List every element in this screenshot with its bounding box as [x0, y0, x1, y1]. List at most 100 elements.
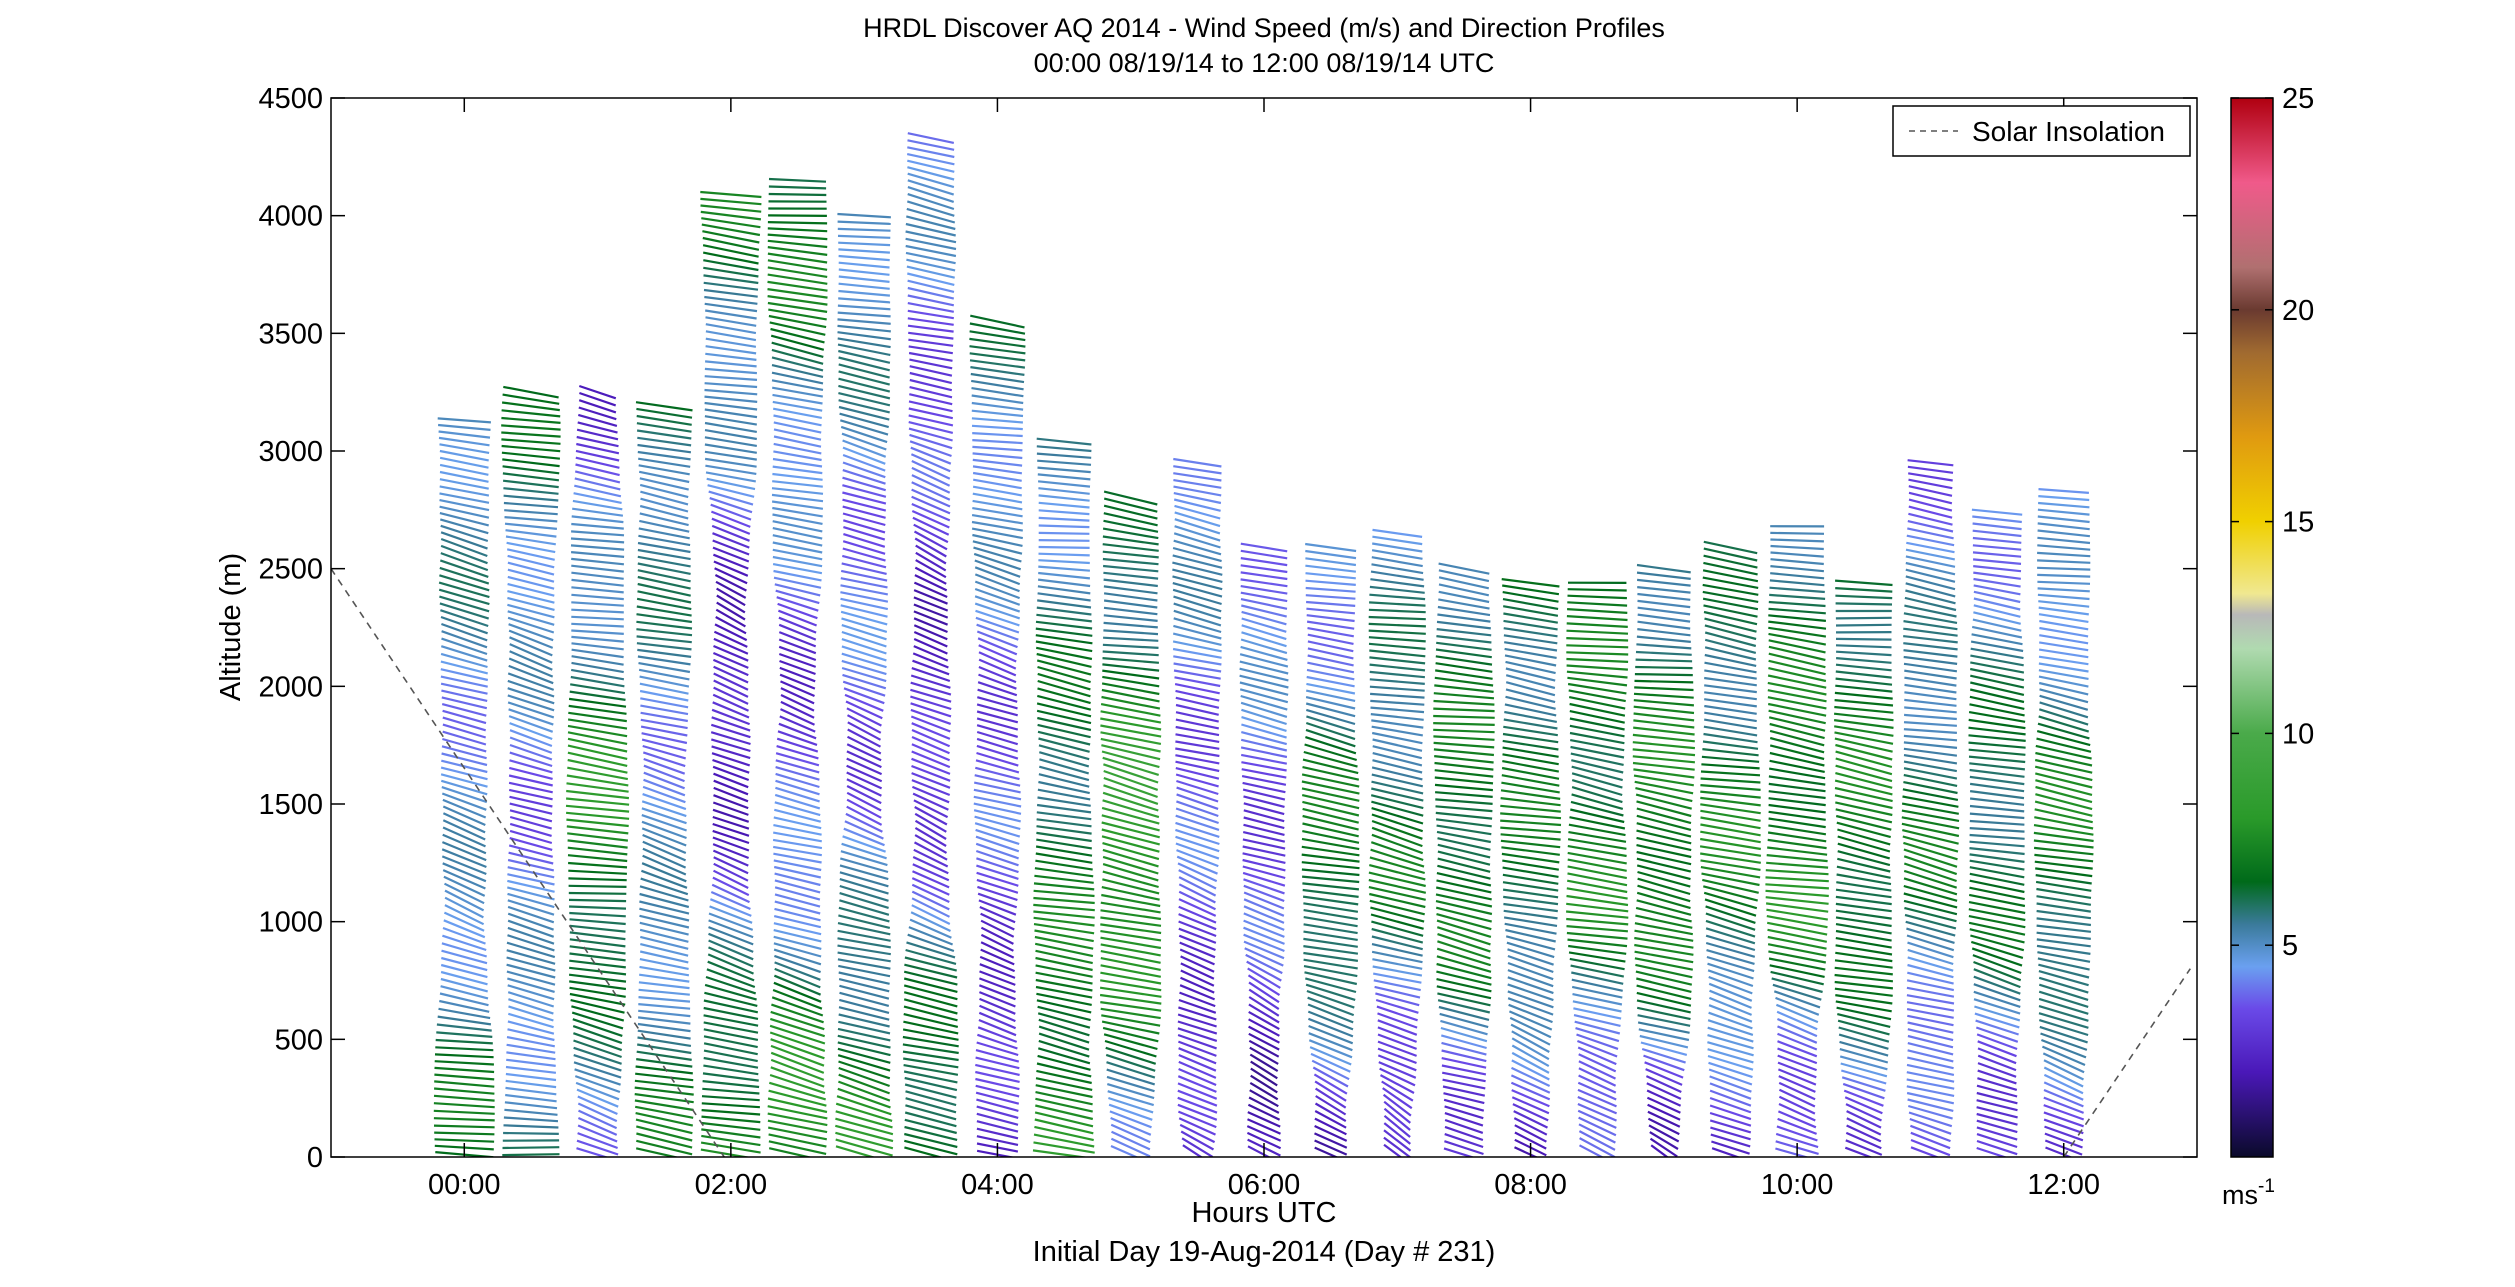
wind-barb: [1769, 791, 1826, 798]
wind-barb: [1709, 1013, 1753, 1029]
wind-barb: [1435, 778, 1493, 784]
wind-barb: [979, 660, 1016, 676]
wind-barb: [2035, 802, 2092, 816]
wind-barb: [979, 900, 1016, 914]
wind-barb: [1303, 809, 1359, 823]
wind-barb: [1634, 700, 1694, 705]
wind-barb: [840, 893, 889, 908]
wind-barb: [1248, 1105, 1279, 1120]
wind-barb: [913, 864, 949, 880]
wind-barb: [1708, 1028, 1754, 1042]
wind-barb: [713, 760, 750, 773]
wind-barb: [1303, 767, 1359, 780]
wind-barb: [842, 646, 887, 660]
wind-barb: [908, 333, 953, 339]
wind-barb: [1705, 640, 1756, 653]
wind-barb: [1436, 636, 1491, 642]
colorbar-gradient: [2231, 98, 2273, 1157]
wind-barb: [1242, 619, 1287, 632]
wind-barb: [973, 453, 1023, 458]
wind-barb: [1445, 1134, 1483, 1147]
wind-barb: [571, 631, 624, 634]
y-tick-label: 3000: [258, 436, 323, 468]
wind-barb: [1249, 1027, 1280, 1043]
wind-barb: [912, 744, 950, 760]
wind-barb: [1176, 809, 1219, 824]
wind-barb: [569, 981, 626, 989]
wind-profile-2: [566, 386, 629, 1161]
wind-barb: [1241, 710, 1286, 724]
wind-barb: [569, 886, 627, 887]
wind-barb: [842, 654, 887, 668]
wind-barb: [837, 214, 891, 217]
x-tick-label: 02:00: [695, 1169, 768, 1201]
wind-barb: [1567, 631, 1629, 634]
wind-barb: [1705, 899, 1756, 915]
wind-barb: [2038, 523, 2090, 529]
wind-barb: [637, 431, 691, 439]
wind-barb: [1037, 654, 1092, 667]
wind-barb: [1438, 1000, 1490, 1012]
wind-barb: [1173, 480, 1221, 488]
wind-barb: [705, 304, 757, 311]
wind-barb: [912, 737, 950, 753]
wind-barb: [2039, 621, 2088, 629]
wind-barb: [1974, 999, 2020, 1013]
wind-barb: [1836, 658, 1891, 663]
wind-barb: [1645, 1062, 1684, 1077]
wind-barb: [1240, 662, 1288, 674]
wind-barb: [703, 1081, 760, 1087]
wind-barb: [1037, 819, 1092, 826]
wind-barb: [979, 667, 1016, 682]
wind-barb: [705, 459, 757, 467]
wind-barb: [768, 235, 828, 240]
wind-barb: [1315, 1141, 1347, 1155]
wind-barb: [1179, 922, 1217, 937]
wind-barb: [838, 332, 891, 339]
wind-barb: [1770, 573, 1824, 578]
wind-barb: [1508, 984, 1554, 1000]
wind-barb: [1636, 979, 1691, 992]
wind-barb: [1843, 1084, 1884, 1098]
wind-barb: [1637, 859, 1691, 872]
wind-barb: [700, 199, 761, 204]
wind-barb: [1103, 864, 1158, 880]
wind-barb: [441, 654, 487, 667]
wind-barb: [704, 275, 759, 283]
wind-barb: [705, 369, 757, 373]
wind-barb: [1433, 736, 1494, 739]
wind-barb: [1437, 956, 1491, 972]
wind-barb: [704, 290, 758, 297]
wind-barb: [510, 738, 552, 753]
wind-profile-0: [434, 418, 495, 1157]
wind-barb: [1566, 919, 1628, 924]
wind-barb: [1637, 637, 1691, 642]
wind-barb: [1378, 1055, 1416, 1070]
wind-barb: [1178, 1091, 1217, 1106]
wind-barb: [706, 339, 756, 347]
wind-barb: [1437, 964, 1492, 978]
wind-barb: [1039, 745, 1089, 759]
wind-barb: [1969, 735, 2026, 741]
wind-barb: [2037, 911, 2091, 918]
wind-barb: [835, 1119, 893, 1135]
wind-barb: [1770, 540, 1824, 542]
wind-barb: [1371, 802, 1423, 816]
wind-barb: [1240, 669, 1289, 681]
wind-barb: [973, 466, 1022, 473]
wind-barb: [776, 774, 820, 787]
wind-barb: [1109, 1105, 1152, 1120]
wind-barb: [1904, 692, 1956, 699]
wind-barb: [702, 1110, 761, 1114]
wind-barb: [1172, 563, 1222, 575]
wind-barb: [1037, 711, 1091, 723]
wind-barb: [1836, 752, 1892, 767]
wind-barb: [1911, 1140, 1950, 1155]
wind-barb: [439, 575, 489, 590]
wind-barb: [508, 900, 554, 914]
wind-barb: [1972, 517, 2022, 523]
wind-barb: [1036, 622, 1092, 629]
wind-barb: [1034, 1127, 1093, 1140]
wind-barb: [1180, 950, 1214, 965]
wind-profile-14: [1369, 530, 1426, 1165]
